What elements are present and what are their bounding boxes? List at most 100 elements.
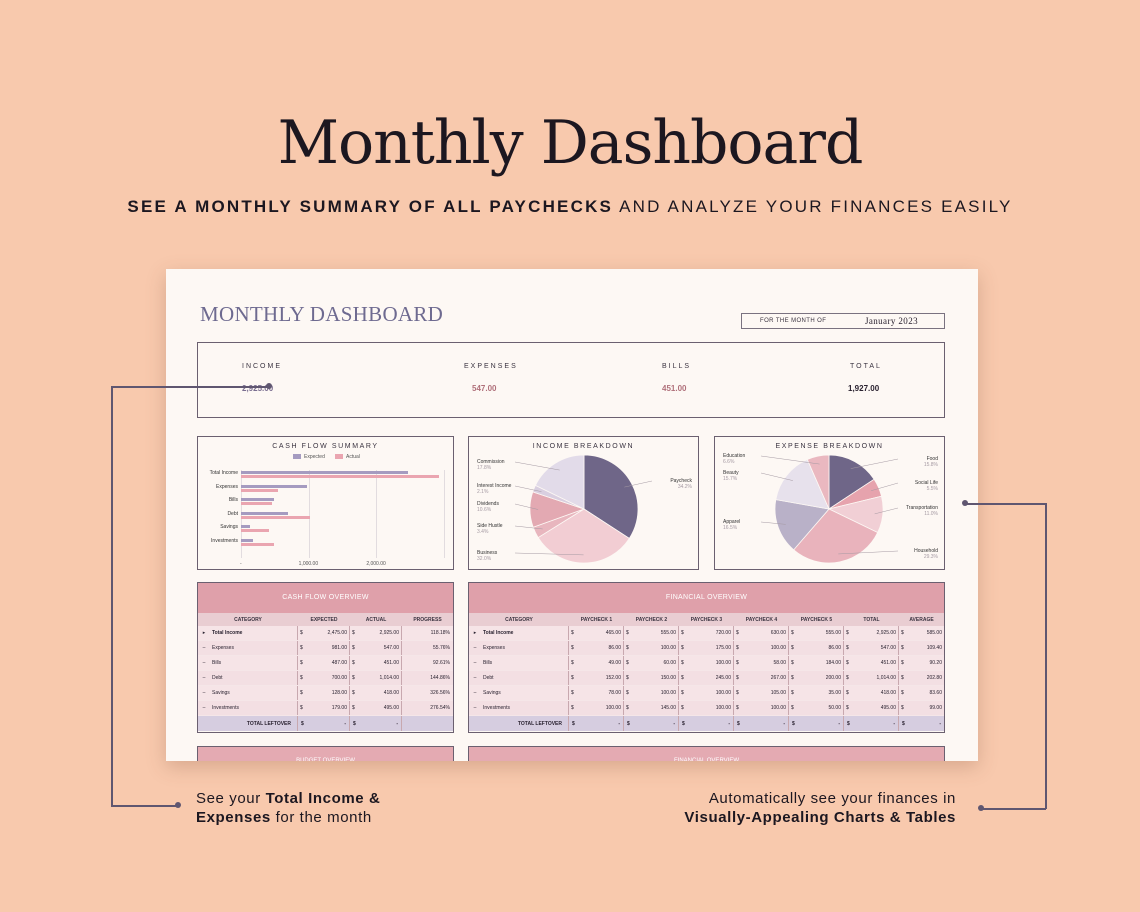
table-row: – Investments $179.00 $495.00 276.54% (198, 701, 453, 716)
row-value-text: 547.00 (880, 645, 896, 651)
kpi-income-value: 2,925.00 (242, 384, 274, 393)
row-value: $83.60 (899, 686, 944, 700)
right-connector-dot-bottom (978, 805, 984, 811)
expense-pie-chart (760, 454, 899, 564)
currency-symbol: $ (901, 660, 904, 666)
fin-footer-value: $ - (679, 716, 734, 731)
row-category: Debt (481, 671, 569, 685)
currency-symbol: $ (626, 630, 629, 636)
right-callout: Automatically see your finances in Visual… (600, 789, 956, 827)
fin-footer-value-text: - (783, 720, 785, 727)
row-expected: $487.00 (298, 656, 350, 670)
row-value-text: 175.00 (715, 645, 731, 651)
month-value[interactable]: January 2023 (864, 316, 918, 326)
financial-overview-header-2: FINANCIAL OVERVIEW (468, 746, 945, 761)
cash-flow-bar-expected (241, 539, 254, 542)
row-value: $555.00 (789, 626, 844, 640)
row-value: $175.00 (679, 641, 734, 655)
currency-symbol: $ (571, 690, 574, 696)
row-value-text: 267.00 (770, 675, 786, 681)
cash-flow-bar-actual (241, 475, 439, 478)
row-category: Savings (481, 686, 569, 700)
row-value: $49.00 (569, 656, 624, 670)
row-value-text: 555.00 (660, 630, 676, 636)
row-value: $100.00 (734, 701, 789, 715)
currency-symbol: $ (791, 690, 794, 696)
pie-label-percent: 10.6% (477, 507, 492, 513)
row-value: $109.40 (899, 641, 944, 655)
financial-overview-table: FINANCIAL OVERVIEW CATEGORY PAYCHECK 1 PAY… (468, 582, 945, 733)
pie-label-commission: Commission 17.8% (477, 459, 505, 471)
hero-subtitle-rest: AND ANALYZE YOUR FINANCES EASILY (613, 197, 1013, 216)
row-value: $100.00 (679, 686, 734, 700)
row-value: $100.00 (679, 701, 734, 715)
expense-chart-title: EXPENSE BREAKDOWN (775, 443, 884, 450)
row-value: $451.00 (844, 656, 899, 670)
table-row: – Bills $49.00 $60.00 $100.00 $58.00 $184.00 $4… (469, 656, 944, 671)
row-value: $585.00 (899, 626, 944, 640)
row-value: $60.00 (624, 656, 679, 670)
row-value-text: 60.00 (663, 660, 676, 666)
row-category: Total Income (481, 626, 569, 640)
row-value: $100.00 (679, 656, 734, 670)
currency-symbol: $ (902, 720, 905, 727)
row-value: $100.00 (569, 701, 624, 715)
currency-symbol: $ (681, 675, 684, 681)
row-value-text: 100.00 (770, 645, 786, 651)
currency-symbol: $ (901, 705, 904, 711)
currency-symbol: $ (626, 690, 629, 696)
pie-label-percent: 34.2% (677, 484, 692, 490)
currency-symbol: $ (791, 675, 794, 681)
table-row: – Savings $128.00 $418.00 326.56% (198, 686, 453, 701)
row-expected-value: 128.00 (331, 690, 347, 696)
currency-symbol: $ (300, 630, 303, 636)
row-value-text: 100.00 (605, 705, 621, 711)
legend-actual-label: Actual (346, 454, 360, 460)
cash-flow-bar-actual (241, 515, 310, 519)
row-value: $630.00 (734, 626, 789, 640)
hero-subtitle: SEE A MONTHLY SUMMARY OF ALL PAYCHECKS A… (0, 197, 1140, 217)
pie-leader-line (871, 482, 899, 491)
row-bullet: ▸ (202, 630, 206, 636)
month-selector[interactable]: FOR THE MONTH OF January 2023 (741, 313, 945, 329)
pie-label-food: Food 15.8% (923, 456, 938, 468)
row-value-text: 86.00 (608, 645, 621, 651)
row-value-text: 100.00 (715, 690, 731, 696)
pie-label-paycheck: Paycheck 34.2% (670, 478, 692, 490)
row-value: $200.00 (789, 671, 844, 685)
row-expected-value: 179.00 (331, 705, 347, 711)
fin-footer-value: $ - (899, 716, 944, 731)
row-bullet: – (473, 660, 477, 666)
currency-symbol: $ (736, 630, 739, 636)
row-category: Savings (210, 686, 298, 700)
row-value-text: 720.00 (715, 630, 731, 636)
row-value-text: 495.00 (880, 705, 896, 711)
fin-footer-value-text: - (673, 720, 675, 727)
row-value: $58.00 (734, 656, 789, 670)
pie-leader-line (874, 507, 899, 515)
row-actual-value: 451.00 (383, 660, 399, 666)
row-value-text: 585.00 (926, 630, 942, 636)
fin-col-header: AVERAGE (909, 616, 934, 623)
cash-flow-plot: Total Income Expenses Bills Debt Savings Inve… (198, 437, 453, 569)
row-progress: 118.18% (430, 630, 450, 636)
row-value: $78.00 (569, 686, 624, 700)
currency-symbol: $ (682, 720, 685, 727)
currency-symbol: $ (901, 630, 904, 636)
left-callout-bold2: Expenses (196, 809, 271, 826)
table-row: – Expenses $981.00 $547.00 55.76% (198, 641, 453, 656)
pie-label-percent: 29.3% (923, 554, 938, 560)
currency-symbol: $ (572, 720, 575, 727)
row-value-text: 202.80 (926, 675, 942, 681)
cf-footer-actual-value: - (396, 720, 398, 727)
row-value-text: 83.60 (929, 690, 942, 696)
fin-col-header: PAYCHECK 3 (690, 616, 723, 623)
pie-leader-line (760, 472, 793, 481)
currency-symbol: $ (571, 645, 574, 651)
kpi-bills-value: 451.00 (662, 384, 687, 393)
pie-label-percent: 17.8% (477, 465, 492, 471)
row-actual-value: 495.00 (383, 705, 399, 711)
row-value-text: 2,925.00 (876, 630, 896, 636)
row-value: $184.00 (789, 656, 844, 670)
fin-col-header: PAYCHECK 4 (745, 616, 778, 623)
